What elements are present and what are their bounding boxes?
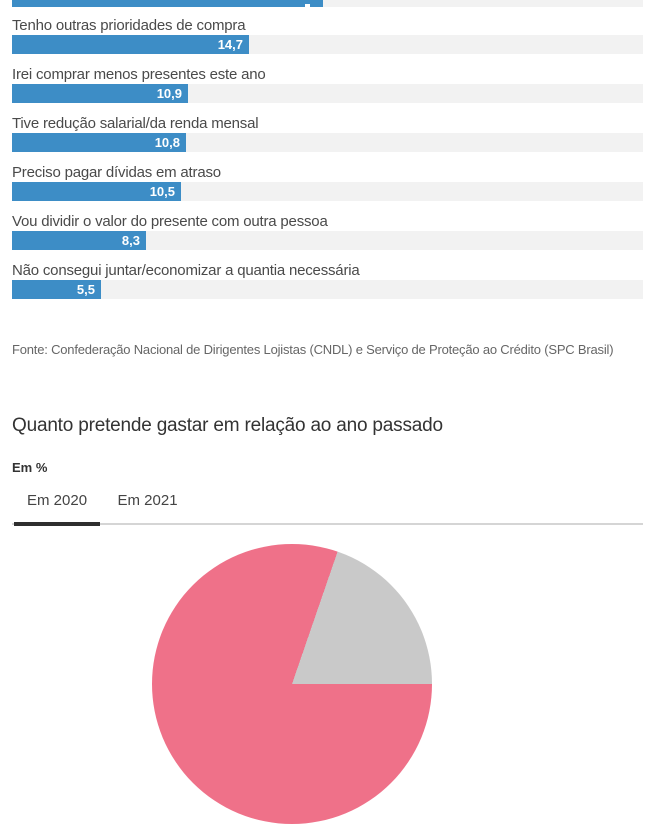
bar-fill: 5,5: [12, 280, 101, 299]
pie-chart: [152, 544, 432, 824]
bar-label: Não consegui juntar/economizar a quantia…: [12, 262, 360, 279]
bar-fill: 10,5: [12, 182, 181, 201]
bar-fill: 10,9: [12, 84, 188, 103]
unit-label: Em %: [12, 460, 48, 475]
bar-row: Tenho outras prioridades de compra 14,7: [12, 16, 643, 54]
bar-value: 14,7: [217, 37, 243, 52]
bar-track-truncated: [12, 0, 643, 7]
bar-row: Vou dividir o valor do presente com outr…: [12, 212, 643, 250]
source-credit: Fonte: Confederação Nacional de Dirigent…: [12, 342, 614, 357]
cut-off-value-fragment: [305, 4, 310, 7]
bar-row: Não consegui juntar/economizar a quantia…: [12, 261, 643, 299]
bar-value: 10,8: [154, 135, 180, 150]
bar-value: 5,5: [76, 282, 95, 297]
bar-track: 10,8: [12, 133, 643, 152]
bar-track: 10,5: [12, 182, 643, 201]
tab-em-2021[interactable]: Em 2021: [117, 492, 178, 509]
bar-fill: 8,3: [12, 231, 146, 250]
tab-bar: Em 2020 Em 2021: [12, 492, 643, 526]
bar-track: 14,7: [12, 35, 643, 54]
bar-value: 8,3: [121, 233, 140, 248]
bar-fill: 10,8: [12, 133, 186, 152]
bar-label: Preciso pagar dívidas em atraso: [12, 164, 221, 181]
bar-label: Tive redução salarial/da renda mensal: [12, 115, 259, 132]
bar-row: Tive redução salarial/da renda mensal 10…: [12, 114, 643, 152]
bar-value: 10,9: [156, 86, 182, 101]
bar-value: 10,5: [149, 184, 175, 199]
bar-track: 8,3: [12, 231, 643, 250]
bar-label: Vou dividir o valor do presente com outr…: [12, 213, 328, 230]
bar-row: Irei comprar menos presentes este ano 10…: [12, 65, 643, 103]
bar-label: Irei comprar menos presentes este ano: [12, 66, 266, 83]
bar-track: 5,5: [12, 280, 643, 299]
bar-fill: 14,7: [12, 35, 249, 54]
bar-row: Preciso pagar dívidas em atraso 10,5: [12, 163, 643, 201]
section-title: Quanto pretende gastar em relação ao ano…: [12, 415, 443, 436]
bar-track: 10,9: [12, 84, 643, 103]
bar-fill-truncated: [12, 0, 323, 7]
bar-label: Tenho outras prioridades de compra: [12, 17, 246, 34]
tab-em-2020[interactable]: Em 2020: [14, 492, 101, 526]
